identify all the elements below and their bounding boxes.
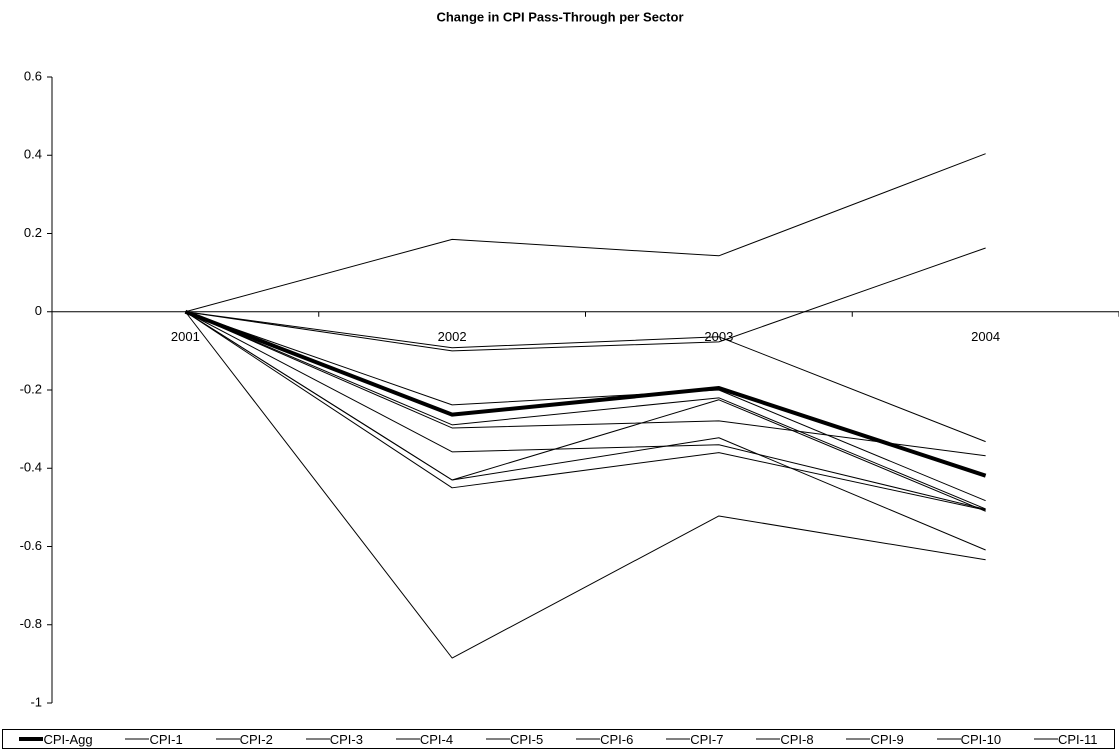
y-tick-label: -0.2 [20, 381, 42, 396]
chart: Change in CPI Pass-Through per Sector -1… [20, 9, 1119, 709]
legend-entry: CPI-2 [215, 731, 273, 747]
legend-label: CPI-2 [239, 731, 273, 747]
legend-label: CPI-6 [600, 731, 634, 747]
legend: CPI-Agg CPI-1 CPI-2 CPI-3 CPI-4 CPI-5 CPI-6 CPI… [2, 729, 1115, 749]
legend-label: CPI-5 [509, 731, 544, 747]
y-tick-label: -0.8 [20, 616, 42, 631]
legend-label: CPI-10 [960, 731, 1002, 747]
legend-entry: CPI-8 [756, 731, 814, 747]
legend-label: CPI-Agg [43, 731, 93, 747]
legend-entry: CPI-1 [125, 731, 183, 747]
legend-swatch [485, 738, 510, 740]
legend-swatch [215, 738, 240, 740]
series-line [184, 309, 987, 478]
legend-swatch [305, 738, 330, 740]
legend-swatch [756, 738, 781, 740]
legend-label: CPI-9 [870, 731, 904, 747]
legend-entry: CPI-6 [576, 732, 633, 747]
chart-title: Change in CPI Pass-Through per Sector [436, 9, 683, 24]
legend-entry: CPI-Agg [19, 731, 93, 747]
series-line [185, 311, 986, 510]
series-line [185, 311, 986, 551]
series-line [185, 311, 986, 511]
y-tick-label: -1 [30, 694, 42, 709]
legend-entry: CPI-3 [305, 731, 363, 747]
y-tick-label: 0.4 [24, 147, 42, 162]
legend-entry: CPI-7 [666, 732, 723, 747]
legend-entry: CPI-10 [936, 731, 1002, 747]
series-line [185, 247, 986, 352]
y-tick-label: 0.6 [24, 68, 42, 83]
x-tick-label: 2002 [438, 329, 467, 344]
y-tick-label: -0.6 [20, 538, 42, 553]
series-line [185, 311, 986, 510]
x-tick-label: 2001 [171, 329, 200, 344]
legend-entry: CPI-5 [485, 731, 544, 747]
series-line [185, 311, 986, 443]
y-tick-label: 0 [35, 303, 42, 318]
series-line [185, 153, 986, 313]
legend-swatch [666, 738, 691, 740]
y-tick-label: 0.2 [24, 225, 42, 240]
series-line [185, 311, 986, 502]
series-line [184, 311, 986, 659]
legend-label: CPI-11 [1057, 731, 1098, 747]
legend-swatch [936, 738, 961, 740]
legend-label: CPI-4 [419, 731, 454, 747]
legend-entry: CPI-11 [1033, 731, 1098, 747]
legend-entry: CPI-9 [846, 731, 904, 747]
legend-entry: CPI-4 [395, 731, 454, 747]
legend-swatch [1033, 738, 1058, 740]
series-line [185, 311, 986, 457]
legend-swatch [395, 738, 420, 740]
legend-label: CPI-7 [690, 731, 724, 747]
legend-label: CPI-3 [329, 731, 363, 747]
y-tick-label: -0.4 [20, 460, 42, 475]
legend-swatch [576, 738, 601, 740]
series-line [185, 311, 986, 512]
legend-label: CPI-8 [780, 731, 814, 747]
legend-swatch [846, 738, 871, 740]
legend-label: CPI-1 [149, 731, 183, 747]
legend-swatch [125, 738, 150, 740]
legend-swatch [19, 737, 44, 741]
x-tick-label: 2004 [971, 329, 1000, 344]
